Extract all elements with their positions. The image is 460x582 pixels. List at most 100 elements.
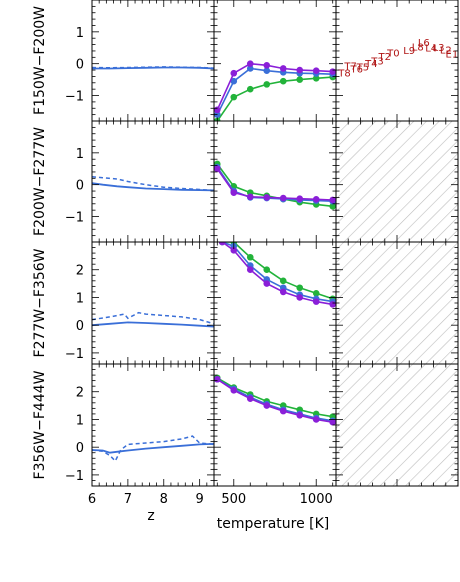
temp-point-purple xyxy=(246,266,254,274)
spectral-type-label: L9 xyxy=(403,46,415,57)
temp-point-purple xyxy=(329,301,336,308)
panel-frame xyxy=(213,120,337,243)
temp-point-green xyxy=(246,253,254,261)
ytick-label: 1 xyxy=(76,147,84,162)
temp-point-green xyxy=(263,266,271,274)
temp-point-green xyxy=(279,77,287,85)
temp-point-purple xyxy=(230,387,238,394)
temp-point-blue xyxy=(230,77,238,85)
ytick-label: −1 xyxy=(65,469,84,484)
z-solid-line xyxy=(91,182,215,192)
ytick-label: 2 xyxy=(76,386,84,401)
temp-point-purple xyxy=(312,298,320,305)
panel-frame xyxy=(213,363,337,487)
temp-point-green xyxy=(312,75,320,82)
z-axis-label: z xyxy=(147,508,154,524)
temp-point-purple xyxy=(312,416,320,423)
temp-point-blue xyxy=(246,65,254,72)
temp-point-blue xyxy=(263,67,271,74)
z-solid-line xyxy=(91,321,215,328)
ytick-label: −1 xyxy=(65,211,84,226)
temp-point-purple xyxy=(230,69,238,77)
temp-point-purple xyxy=(246,395,254,402)
row-ylabel-1: F150W−F200W xyxy=(32,6,48,115)
temp-point-green xyxy=(279,277,287,285)
temp-point-purple xyxy=(263,402,271,409)
row-ylabel-2: F200W−F277W xyxy=(32,127,48,236)
temp-point-purple xyxy=(296,411,304,419)
temp-point-green xyxy=(296,284,304,292)
spectral-type-label: L8 xyxy=(412,42,424,53)
panel-row-2: F200W−F277W 1 0 −1 xyxy=(32,120,459,243)
hatched-empty-panel xyxy=(336,364,458,486)
temp-point-purple xyxy=(263,61,271,69)
temp-point-purple xyxy=(296,195,304,202)
ytick-label: −1 xyxy=(65,347,84,362)
xtick-label-temperature: 1000 xyxy=(300,492,333,507)
spectral-type-label: L6 xyxy=(418,38,430,49)
z-solid-line xyxy=(92,66,215,70)
temp-point-purple xyxy=(279,288,287,296)
temp-point-purple xyxy=(279,407,287,415)
ytick-label: 1 xyxy=(76,291,84,306)
temp-point-green xyxy=(296,76,304,83)
temp-point-purple xyxy=(214,106,221,114)
temp-point-purple xyxy=(296,66,304,74)
spectral-type-label: T8 xyxy=(337,68,350,79)
temp-point-purple xyxy=(263,194,271,201)
panel-frame xyxy=(91,0,215,122)
temp-point-purple xyxy=(263,280,271,287)
temp-point-purple xyxy=(214,375,221,383)
row-ylabel-4: F356W−F444W xyxy=(32,370,48,479)
spectral-type-label: T0 xyxy=(386,49,399,60)
temp-point-purple xyxy=(329,68,336,75)
temp-point-purple xyxy=(312,67,320,74)
temp-point-purple xyxy=(246,60,254,67)
spectral-type-label: T7 xyxy=(343,61,356,72)
temp-point-green xyxy=(263,81,271,88)
xtick-label-temperature: 500 xyxy=(221,492,246,507)
z-dashed-line xyxy=(91,175,215,192)
temp-point-purple xyxy=(279,194,287,202)
ytick-label: 0 xyxy=(76,319,84,334)
temp-point-green xyxy=(230,93,238,101)
panel-frame xyxy=(91,363,215,487)
hatched-empty-panel xyxy=(336,121,458,242)
ytick-label: 2 xyxy=(76,264,84,279)
z-dashed-line xyxy=(91,311,215,325)
hatched-empty-panel xyxy=(336,242,458,364)
ytick-label: −1 xyxy=(65,90,84,105)
panel-frame xyxy=(91,241,215,365)
row-ylabel-3: F277W−F356W xyxy=(32,248,48,357)
temp-point-green xyxy=(312,289,320,297)
temp-point-purple xyxy=(246,193,254,201)
xtick-label-z: 9 xyxy=(196,492,204,507)
temp-point-purple xyxy=(230,189,238,196)
ytick-label: 1 xyxy=(76,26,84,41)
temp-point-purple xyxy=(312,196,320,203)
temp-point-purple xyxy=(296,294,304,301)
panel-row-3: F277W−F356W 2 1 0 −1 xyxy=(32,241,459,365)
ytick-label: 0 xyxy=(76,58,84,73)
z-solid-line xyxy=(91,443,215,454)
spectral-type-label: L3 xyxy=(433,43,445,54)
ytick-label: 1 xyxy=(76,413,84,428)
temp-point-purple xyxy=(214,165,221,173)
temp-point-purple xyxy=(230,247,238,254)
temp-point-green xyxy=(246,85,254,93)
ytick-label: 0 xyxy=(76,179,84,194)
spectral-type-label: L4 xyxy=(425,44,437,55)
spectral-type-label: T2 xyxy=(378,52,391,63)
temp-point-purple xyxy=(279,65,287,72)
spectral-type-label: T3 xyxy=(370,56,383,67)
spectral-type-label: T5 xyxy=(356,63,369,74)
spectral-type-label: E1 xyxy=(446,49,459,60)
temperature-axis-label: temperature [K] xyxy=(217,516,330,532)
temp-point-purple xyxy=(218,242,226,246)
temp-point-purple xyxy=(329,418,336,426)
panel-row-4: F356W−F444W 2 1 0 −1 xyxy=(32,363,459,487)
ytick-label: 0 xyxy=(76,441,84,456)
spectral-type-label: L2 xyxy=(440,45,452,56)
